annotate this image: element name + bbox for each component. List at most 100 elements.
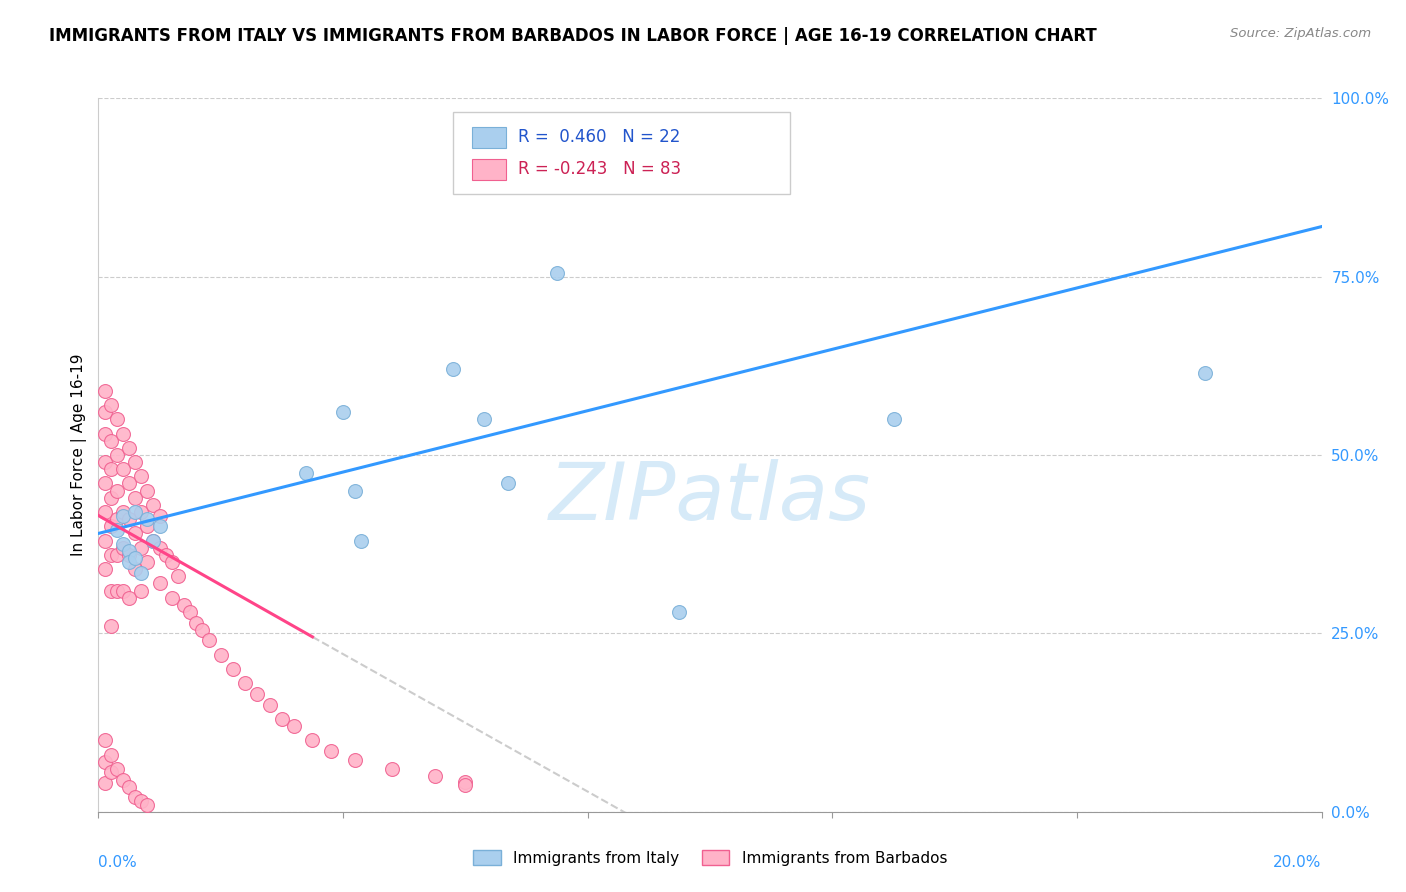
Point <box>93 405 115 419</box>
Point <box>129 566 152 580</box>
Point <box>124 551 146 566</box>
Point <box>111 505 134 519</box>
FancyBboxPatch shape <box>453 112 790 194</box>
Point <box>100 747 122 762</box>
Point <box>142 533 165 548</box>
Point <box>283 719 305 733</box>
Point <box>118 544 141 558</box>
Point <box>100 491 122 505</box>
Point <box>100 462 122 476</box>
Point <box>100 519 122 533</box>
Point <box>111 772 134 787</box>
Point <box>124 505 146 519</box>
Point <box>883 412 905 426</box>
Point <box>454 774 477 789</box>
Point <box>149 576 172 591</box>
Point <box>93 426 115 441</box>
Text: ZIPatlas: ZIPatlas <box>548 458 872 537</box>
Point <box>136 512 159 526</box>
Point <box>111 508 134 523</box>
Point <box>124 491 146 505</box>
FancyBboxPatch shape <box>471 159 506 180</box>
Point <box>350 533 373 548</box>
Text: R =  0.460   N = 22: R = 0.460 N = 22 <box>517 128 681 146</box>
Point <box>105 448 128 462</box>
Point <box>111 537 134 551</box>
Point <box>93 562 115 576</box>
Point <box>129 469 152 483</box>
Point <box>129 794 152 808</box>
Point <box>191 623 214 637</box>
Point <box>259 698 281 712</box>
Point <box>136 555 159 569</box>
Point <box>301 733 323 747</box>
Point <box>93 384 115 398</box>
Point <box>93 476 115 491</box>
Point <box>155 548 177 562</box>
Point <box>105 583 128 598</box>
FancyBboxPatch shape <box>471 127 506 148</box>
Point <box>142 498 165 512</box>
Point <box>100 434 122 448</box>
Point <box>93 505 115 519</box>
Point <box>160 591 183 605</box>
Point <box>111 462 134 476</box>
Point <box>105 512 128 526</box>
Point <box>136 519 159 533</box>
Point <box>124 790 146 805</box>
Point <box>332 405 354 419</box>
Y-axis label: In Labor Force | Age 16-19: In Labor Force | Age 16-19 <box>72 353 87 557</box>
Point <box>118 591 141 605</box>
Point <box>105 523 128 537</box>
Point <box>136 483 159 498</box>
Point <box>246 687 269 701</box>
Point <box>179 605 201 619</box>
Point <box>129 583 152 598</box>
Point <box>381 762 404 776</box>
Point <box>105 762 128 776</box>
Point <box>222 662 245 676</box>
Point <box>118 548 141 562</box>
Text: Source: ZipAtlas.com: Source: ZipAtlas.com <box>1230 27 1371 40</box>
Point <box>167 569 190 583</box>
Point <box>472 412 495 426</box>
Point <box>118 555 141 569</box>
Point <box>173 598 195 612</box>
Point <box>136 797 159 812</box>
Point <box>496 476 519 491</box>
Point <box>124 455 146 469</box>
Point <box>111 426 134 441</box>
Text: R = -0.243   N = 83: R = -0.243 N = 83 <box>517 161 681 178</box>
Point <box>118 780 141 794</box>
Point <box>454 778 477 792</box>
Point <box>186 615 208 630</box>
Point <box>149 519 172 533</box>
Point <box>319 744 342 758</box>
Point <box>105 483 128 498</box>
Point <box>105 548 128 562</box>
Point <box>100 548 122 562</box>
Legend: Immigrants from Italy, Immigrants from Barbados: Immigrants from Italy, Immigrants from B… <box>467 844 953 871</box>
Point <box>93 755 115 769</box>
Point <box>344 753 367 767</box>
Point <box>149 508 172 523</box>
Point <box>93 455 115 469</box>
Point <box>129 541 152 555</box>
Text: IMMIGRANTS FROM ITALY VS IMMIGRANTS FROM BARBADOS IN LABOR FORCE | AGE 16-19 COR: IMMIGRANTS FROM ITALY VS IMMIGRANTS FROM… <box>49 27 1097 45</box>
Point <box>100 398 122 412</box>
Point <box>142 533 165 548</box>
Point <box>111 541 134 555</box>
Point <box>118 512 141 526</box>
Point <box>295 466 318 480</box>
Point <box>209 648 232 662</box>
Point <box>149 541 172 555</box>
Point <box>129 505 152 519</box>
Point <box>111 583 134 598</box>
Point <box>160 555 183 569</box>
Point <box>423 769 446 783</box>
Point <box>105 412 128 426</box>
Point <box>233 676 256 690</box>
Text: 0.0%: 0.0% <box>98 855 138 870</box>
Text: 20.0%: 20.0% <box>1274 855 1322 870</box>
Point <box>118 476 141 491</box>
